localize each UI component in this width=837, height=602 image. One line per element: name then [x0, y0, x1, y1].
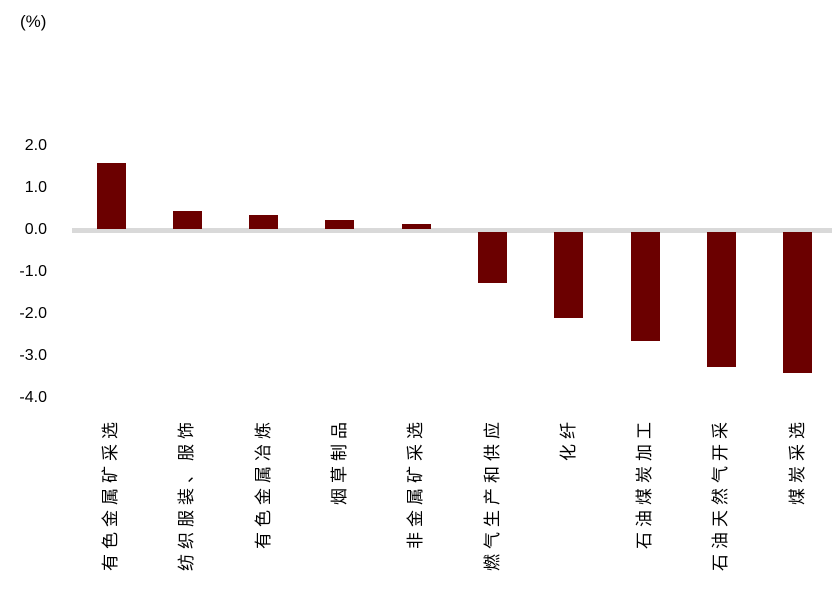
- y-axis-unit-label: (%): [20, 12, 47, 31]
- zero-baseline: [72, 228, 832, 233]
- bar: [630, 232, 660, 342]
- bar: [249, 215, 279, 229]
- y-axis-tick-label: -3.0: [19, 347, 47, 364]
- y-axis-tick-label: -2.0: [19, 305, 47, 322]
- x-axis-label: 煤炭采选: [787, 417, 807, 505]
- x-axis-label: 有色金属冶炼: [253, 417, 273, 549]
- bar: [96, 162, 126, 229]
- bar: [325, 219, 355, 229]
- x-axis-label: 烟草制品: [329, 417, 349, 505]
- y-axis-tick-label: 0.0: [24, 221, 47, 238]
- y-axis-tick-label: -1.0: [19, 263, 47, 280]
- x-axis-label: 石油煤炭加工: [635, 417, 655, 549]
- y-axis-tick-label: 2.0: [24, 137, 47, 154]
- bar: [783, 232, 813, 373]
- bar: [478, 232, 507, 283]
- x-axis-label: 石油天然气开采: [711, 417, 731, 571]
- bar: [706, 232, 736, 367]
- x-axis-label: 化纤: [558, 417, 578, 461]
- x-axis-label: 非金属矿采选: [406, 417, 426, 549]
- bar: [172, 211, 202, 229]
- x-axis-label: 有色金属矿采选: [101, 417, 120, 571]
- y-axis-tick-label: 1.0: [24, 179, 47, 196]
- x-axis-label: 燃气生产和供应: [482, 417, 502, 571]
- bar: [554, 232, 584, 319]
- bar: [401, 223, 431, 229]
- x-axis-label: 纺织服装、服饰: [177, 417, 197, 571]
- y-axis-tick-label: -4.0: [19, 389, 47, 406]
